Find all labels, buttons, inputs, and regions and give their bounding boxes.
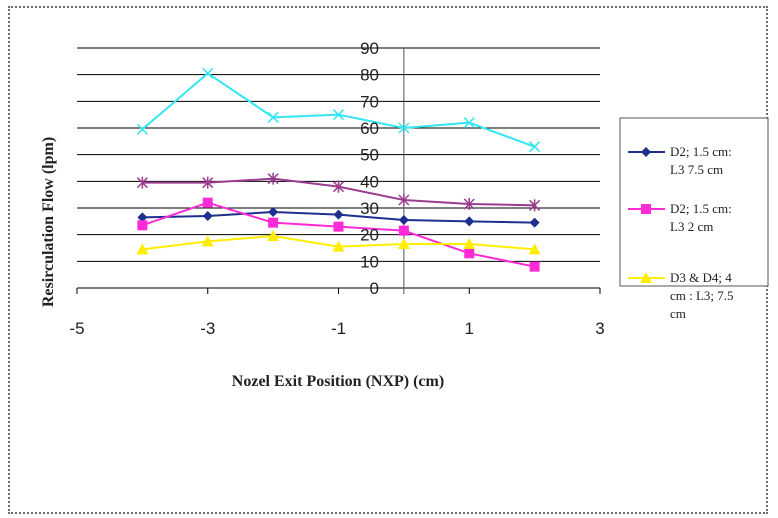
tick-labels: 0 10 20 30 40 50 60 70 80 90 -5 -3 -1 1 3 (69, 39, 604, 338)
x-tick-label: 1 (465, 319, 474, 338)
y-tick-label: 70 (360, 92, 379, 111)
point-marker (332, 109, 345, 121)
point-marker (333, 221, 344, 232)
series-5 (136, 67, 541, 153)
point-marker (136, 243, 149, 255)
y-tick-label: 60 (360, 119, 379, 138)
axes (76, 48, 601, 294)
point-marker (529, 199, 541, 212)
point-marker (202, 211, 213, 221)
point-marker (398, 225, 409, 236)
point-marker (202, 197, 213, 208)
point-marker (268, 217, 279, 228)
point-marker (464, 216, 475, 227)
series-1 (137, 207, 540, 228)
point-marker (463, 238, 476, 249)
legend-label: cm (670, 306, 686, 321)
point-marker (398, 122, 410, 134)
y-tick-label: 10 (360, 252, 379, 271)
series-line (141, 72, 535, 148)
point-marker (333, 209, 344, 220)
point-marker (529, 141, 541, 153)
point-marker (137, 212, 148, 223)
legend-label: L3 2 cm (670, 219, 713, 234)
series-layer (136, 67, 541, 272)
point-marker (464, 248, 475, 259)
point-marker (202, 67, 214, 79)
y-tick-label: 50 (360, 146, 379, 165)
point-marker (268, 207, 279, 217)
x-tick-label: -5 (69, 319, 84, 338)
point-marker (397, 238, 410, 249)
point-marker (136, 176, 148, 189)
y-tick-label: 80 (360, 66, 379, 85)
legend: D2; 1.5 cm: L3 7.5 cm D2; 1.5 cm: L3 2 cm D3… (619, 117, 769, 321)
legend-label: D2; 1.5 cm: (670, 201, 732, 216)
point-marker (640, 272, 652, 283)
legend-label: L3 7.5 cm (670, 162, 723, 177)
point-marker (641, 147, 651, 157)
legend-label: D2; 1.5 cm: (670, 144, 732, 159)
point-marker (137, 220, 148, 231)
point-marker (641, 204, 651, 214)
point-marker (463, 198, 475, 210)
point-marker (529, 261, 540, 272)
y-tick-label: 20 (360, 226, 379, 245)
point-marker (267, 111, 279, 123)
x-tick-label: -3 (200, 319, 215, 338)
legend-label: cm : L3; 7.5 (670, 288, 734, 303)
point-marker (267, 230, 280, 241)
point-marker (267, 172, 279, 185)
legend-label: D3 & D4; 4 (670, 270, 732, 285)
point-marker (528, 243, 541, 255)
point-marker (398, 194, 410, 206)
legend-box (619, 117, 769, 287)
series-2 (137, 197, 540, 272)
point-marker (332, 240, 345, 252)
point-marker (398, 215, 409, 225)
y-tick-label: 40 (360, 172, 379, 191)
legend-item: D2; 1.5 cm: L3 2 cm (628, 201, 732, 234)
point-marker (201, 235, 214, 247)
point-marker (529, 217, 540, 228)
legend-item: D3 & D4; 4 cm : L3; 7.5 cm (628, 270, 734, 321)
legend-item: D2; 1.5 cm: L3 7.5 cm (628, 144, 732, 177)
x-tick-label: 3 (595, 319, 604, 338)
point-marker (463, 117, 475, 129)
y-axis-title: Resirculation Flow (lpm) (40, 137, 57, 307)
point-marker (136, 123, 148, 135)
y-tick-label: 30 (360, 199, 379, 218)
series-4 (136, 172, 541, 212)
point-marker (202, 176, 214, 189)
y-tick-label: 0 (370, 279, 379, 298)
x-tick-label: -1 (331, 319, 346, 338)
point-marker (332, 180, 345, 193)
x-axis-title: Nozel Exit Position (NXP) (cm) (232, 373, 444, 390)
y-tick-label: 90 (360, 39, 379, 58)
series-3 (136, 230, 541, 255)
